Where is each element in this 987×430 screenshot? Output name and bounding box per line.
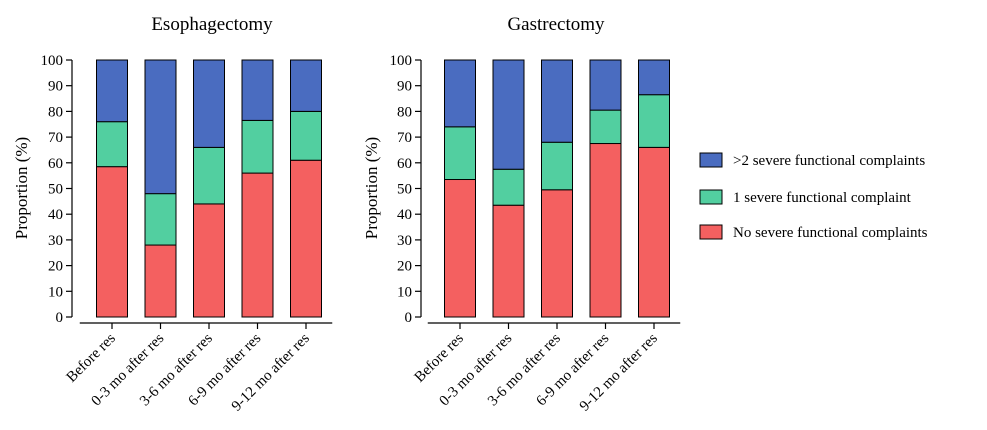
- y-tick-label: 40: [397, 207, 412, 223]
- bar-segment: [193, 146, 225, 205]
- bar-segment: [492, 59, 525, 170]
- y-tick-label: 30: [397, 233, 412, 249]
- y-tick-label: 90: [397, 79, 412, 95]
- legend-item: 1 severe functional complaint: [699, 189, 912, 206]
- y-tick-label: 80: [48, 104, 63, 120]
- chart-title: Gastrectomy: [507, 14, 605, 35]
- bar-segment: [444, 59, 476, 128]
- legend-swatch: [699, 152, 723, 168]
- y-tick-label: 50: [48, 182, 63, 198]
- bar-segment: [193, 203, 225, 318]
- y-tick-label: 90: [48, 79, 63, 95]
- bar-segment: [193, 59, 225, 148]
- legend-swatch: [699, 189, 723, 205]
- bar-segment: [638, 146, 670, 318]
- y-tick-label: 20: [397, 259, 412, 275]
- y-tick-label: 60: [48, 156, 63, 172]
- bar-segment: [241, 172, 274, 318]
- bar-segment: [589, 143, 622, 318]
- bar-segment: [638, 59, 670, 96]
- legend-label: No severe functional complaints: [733, 225, 928, 241]
- chart-panel-gastrectomy: Gastrectomy Proportion (%) Before res0-3…: [362, 14, 681, 415]
- y-tick-label: 40: [48, 207, 63, 223]
- bar-segment: [290, 110, 322, 161]
- y-tick-label: 70: [397, 130, 412, 146]
- bar-segment: [290, 59, 322, 112]
- bar-segment: [541, 141, 573, 191]
- chart-panel-esophagectomy: Esophagectomy Proportion (%) Before res0…: [12, 14, 333, 415]
- bar-segment: [444, 179, 476, 318]
- chart-title: Esophagectomy: [151, 14, 273, 35]
- bar-segment: [638, 94, 670, 148]
- bar-segment: [144, 244, 177, 318]
- bars-group: [444, 59, 670, 318]
- bar-segment: [96, 121, 128, 168]
- bar-segment: [241, 59, 274, 121]
- bar-segment: [589, 109, 622, 145]
- bar-segment: [290, 159, 322, 318]
- y-tick-label: 0: [405, 310, 413, 326]
- bar-segment: [144, 193, 177, 246]
- legend-item: >2 severe functional complaints: [699, 152, 925, 169]
- y-tick-label: 50: [397, 182, 412, 198]
- y-axis-label: Proportion (%): [12, 137, 31, 239]
- y-tick-label: 70: [48, 130, 63, 146]
- legend: >2 severe functional complaints 1 severe…: [699, 152, 928, 241]
- bar-segment: [541, 189, 573, 318]
- y-tick-label: 60: [397, 156, 412, 172]
- y-axis-label: Proportion (%): [362, 137, 381, 239]
- legend-label: 1 severe functional complaint: [733, 190, 912, 206]
- y-tick-label: 80: [397, 104, 412, 120]
- bar-segment: [492, 204, 525, 318]
- legend-swatch: [699, 224, 723, 240]
- bar-segment: [96, 59, 128, 123]
- bar-segment: [144, 59, 177, 195]
- legend-item: No severe functional complaints: [699, 224, 928, 241]
- y-tick-label: 100: [390, 53, 413, 69]
- y-tick-label: 0: [56, 310, 64, 326]
- bar-segment: [96, 166, 128, 318]
- legend-label: >2 severe functional complaints: [733, 153, 925, 169]
- y-tick-label: 20: [48, 259, 63, 275]
- bars-group: [96, 59, 322, 318]
- y-tick-label: 100: [41, 53, 64, 69]
- y-tick-label: 10: [397, 284, 412, 300]
- bar-segment: [589, 59, 622, 111]
- bar-segment: [541, 59, 573, 143]
- y-tick-label: 10: [48, 284, 63, 300]
- bar-segment: [492, 168, 525, 206]
- bar-segment: [241, 119, 274, 174]
- y-tick-label: 30: [48, 233, 63, 249]
- bar-segment: [444, 126, 476, 181]
